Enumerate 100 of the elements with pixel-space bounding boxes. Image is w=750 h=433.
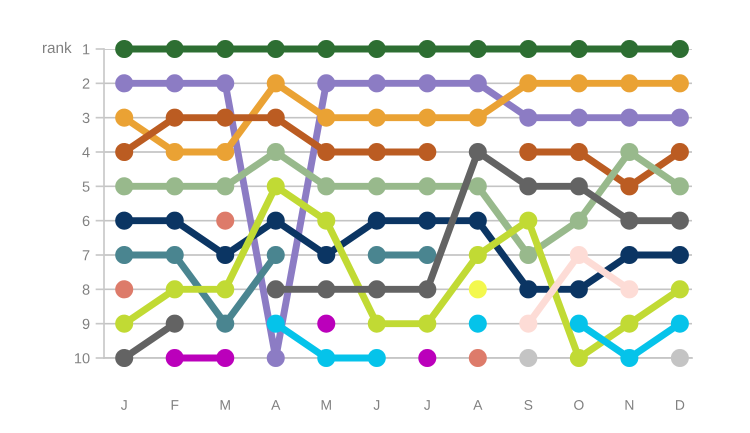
point bbox=[670, 280, 689, 298]
point bbox=[620, 280, 638, 298]
point bbox=[519, 142, 538, 162]
point bbox=[418, 348, 436, 368]
point bbox=[266, 177, 285, 196]
point bbox=[166, 177, 184, 196]
x-tick-label: S bbox=[524, 400, 532, 410]
point bbox=[317, 348, 336, 368]
point bbox=[216, 40, 234, 58]
point bbox=[468, 40, 487, 58]
x-tick-label: M bbox=[220, 400, 230, 410]
y-tick-label: 7 bbox=[82, 250, 90, 260]
point bbox=[418, 74, 436, 92]
point bbox=[115, 40, 134, 58]
point bbox=[670, 108, 689, 127]
point bbox=[570, 246, 588, 264]
point bbox=[216, 212, 234, 230]
point bbox=[368, 280, 386, 298]
point bbox=[216, 280, 234, 298]
point bbox=[368, 348, 386, 368]
x-tick-label: O bbox=[574, 400, 584, 410]
point bbox=[266, 246, 285, 264]
point bbox=[368, 246, 386, 264]
point bbox=[317, 280, 336, 298]
point bbox=[418, 280, 436, 298]
point bbox=[670, 40, 689, 58]
point bbox=[519, 280, 538, 298]
point bbox=[266, 280, 285, 298]
x-tick-label: N bbox=[625, 400, 634, 410]
point bbox=[317, 246, 336, 264]
point bbox=[216, 314, 234, 333]
point bbox=[468, 246, 487, 264]
point bbox=[266, 108, 285, 127]
point bbox=[317, 108, 336, 127]
point bbox=[570, 177, 588, 196]
x-tick-label: D bbox=[676, 400, 684, 410]
point bbox=[570, 212, 588, 230]
point bbox=[418, 40, 436, 58]
x-tick-label: J bbox=[374, 400, 380, 410]
y-axis-title: rank bbox=[42, 42, 72, 54]
point bbox=[368, 314, 386, 333]
point bbox=[418, 177, 436, 196]
point bbox=[519, 74, 538, 92]
point bbox=[166, 280, 184, 298]
point bbox=[115, 348, 134, 368]
point bbox=[620, 142, 638, 162]
point bbox=[368, 177, 386, 196]
point bbox=[468, 348, 487, 368]
point bbox=[468, 280, 487, 298]
point bbox=[317, 177, 336, 196]
point bbox=[620, 212, 638, 230]
point bbox=[570, 142, 588, 162]
point bbox=[468, 212, 487, 230]
point bbox=[216, 348, 234, 368]
point bbox=[519, 348, 538, 368]
point bbox=[418, 212, 436, 230]
point bbox=[266, 74, 285, 92]
point bbox=[115, 280, 134, 298]
point bbox=[368, 108, 386, 127]
point bbox=[620, 74, 638, 92]
point bbox=[418, 246, 436, 264]
x-tick-label: J bbox=[424, 400, 430, 410]
point bbox=[368, 40, 386, 58]
point bbox=[266, 142, 285, 162]
x-tick-label: A bbox=[271, 400, 280, 410]
point bbox=[166, 348, 184, 368]
point bbox=[115, 177, 134, 196]
point bbox=[166, 40, 184, 58]
y-tick-label: 4 bbox=[82, 147, 90, 158]
point bbox=[368, 74, 386, 92]
point bbox=[468, 314, 487, 333]
y-tick-label: 6 bbox=[82, 216, 90, 226]
point bbox=[115, 108, 134, 127]
point bbox=[115, 246, 134, 264]
point bbox=[670, 314, 689, 333]
point bbox=[266, 348, 285, 368]
point bbox=[468, 74, 487, 92]
point bbox=[216, 108, 234, 127]
point bbox=[468, 177, 487, 196]
y-tick-label: 9 bbox=[82, 318, 90, 330]
y-tick-label: 2 bbox=[82, 78, 90, 89]
point bbox=[570, 314, 588, 333]
y-tick-label: 10 bbox=[75, 353, 90, 364]
point bbox=[418, 142, 436, 162]
y-tick-label: 3 bbox=[82, 112, 90, 124]
point bbox=[317, 314, 336, 333]
point bbox=[266, 40, 285, 58]
point bbox=[570, 280, 588, 298]
point bbox=[670, 142, 689, 162]
point bbox=[115, 74, 134, 92]
point bbox=[166, 74, 184, 92]
point bbox=[519, 177, 538, 196]
point bbox=[216, 142, 234, 162]
point bbox=[368, 212, 386, 230]
point bbox=[216, 246, 234, 264]
point bbox=[216, 74, 234, 92]
y-tick-label: 5 bbox=[82, 182, 90, 192]
point bbox=[468, 142, 487, 162]
point bbox=[519, 246, 538, 264]
point bbox=[317, 142, 336, 162]
